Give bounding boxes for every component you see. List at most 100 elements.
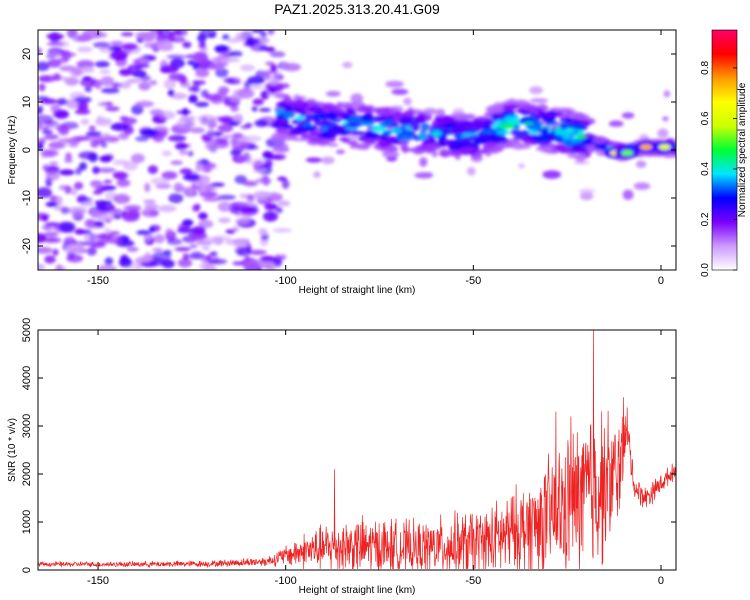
spectrogram-cell: [245, 36, 256, 47]
spectrogram-cell: [116, 179, 131, 187]
spectrogram-cell: [74, 181, 84, 190]
spectrogram-cell: [74, 96, 92, 104]
spectrogram-cell: [47, 50, 63, 57]
spectrogram-cell: [187, 187, 194, 195]
spectrogram-cell: [120, 32, 134, 37]
spectrogram-cell: [382, 151, 400, 158]
spectrogram-cell: [100, 87, 120, 94]
spectrogram-cell: [189, 231, 208, 241]
spectrogram-cell: [201, 162, 217, 169]
spectrogram-cell: [118, 81, 132, 89]
spectrogram-cell: [434, 116, 452, 123]
spectrogram-cell: [92, 190, 103, 195]
spectrogram-cell: [358, 105, 373, 112]
spectrogram-cell: [143, 42, 158, 48]
spectrogram-cell: [198, 212, 208, 220]
snr-y-tick-label: 5000: [21, 318, 33, 342]
spectrogram-cell: [143, 199, 157, 204]
spectrogram-cell: [73, 136, 90, 141]
colorbar-label: Normalized spectral amplitude: [737, 82, 748, 217]
spectrogram-cell: [138, 81, 151, 91]
spectrogram-cell: [307, 101, 326, 107]
spectrogram-cell: [391, 127, 403, 134]
spectrogram-cell: [104, 257, 114, 266]
spectrogram-cell: [448, 144, 462, 151]
spectrogram-cell: [240, 64, 255, 72]
spectrogram-cell: [232, 132, 244, 139]
spectrogram-cell: [105, 106, 120, 112]
spectrogram-cell: [169, 36, 186, 43]
spectrogram-cell: [201, 245, 211, 251]
spectrogram-cell: [40, 149, 59, 158]
spectrogram-cell: [296, 106, 305, 114]
spectrogram-cell: [209, 62, 225, 70]
spectrogram-cell: [267, 30, 275, 36]
spectrogram-cell: [126, 246, 139, 252]
spectrogram-cell: [251, 30, 264, 34]
spectrogram-cell: [481, 130, 496, 134]
spectrogram-cell: [234, 218, 250, 224]
spectrogram-cell: [253, 191, 271, 199]
spectrogram-cell: [258, 107, 272, 112]
spectrogram-cell: [77, 46, 93, 53]
spectrogram-cell: [423, 108, 438, 115]
spectrogram-cell: [262, 211, 279, 222]
spectrogram-cell: [92, 41, 111, 49]
spectrogram-cell: [214, 45, 230, 53]
spectrogram-cell: [243, 261, 259, 270]
colorbar-tick-label: 0.8: [700, 61, 711, 75]
spectrogram-cell: [44, 222, 60, 227]
colorbar-tick-label: 0.2: [700, 212, 711, 226]
spectrogram-cell: [166, 238, 183, 245]
spectrogram-cell: [523, 121, 534, 126]
spectrogram-cell: [188, 85, 198, 92]
spectrogram-cell: [538, 128, 549, 134]
spectrogram-y-tick-label: 20: [21, 48, 33, 60]
spectrogram-cell: [657, 128, 669, 139]
spectrogram-cell: [195, 68, 210, 78]
spectrogram-cell: [56, 195, 63, 206]
spectrogram-cell: [203, 264, 217, 270]
spectrogram-cell: [254, 119, 269, 128]
spectrogram-cell: [522, 103, 538, 112]
spectrogram-cell: [518, 163, 525, 169]
spectrogram-cell: [152, 247, 163, 252]
snr-y-tick-label: 2000: [21, 462, 33, 486]
spectrogram-cell: [135, 63, 151, 68]
spectrogram-cell: [94, 200, 112, 206]
spectrogram-cell: [305, 157, 322, 163]
spectrogram-cell: [419, 157, 428, 167]
spectrogram-cell: [289, 127, 304, 134]
snr-y-tick-label: 0: [21, 567, 33, 573]
spectrogram-cell: [167, 135, 187, 142]
spectrogram-cell: [283, 112, 296, 119]
spectrogram-cell: [88, 125, 96, 132]
spectrogram-cell: [530, 122, 542, 131]
spectrogram-cell: [202, 197, 222, 202]
spectrogram-cell: [199, 41, 206, 49]
spectrogram-cell: [86, 247, 97, 256]
spectrogram-cell: [202, 168, 212, 173]
spectrogram-cell: [84, 219, 95, 229]
spectrogram-x-tick-label: -50: [465, 275, 481, 287]
spectrogram-cell: [198, 219, 214, 229]
spectrogram-cell: [168, 193, 184, 204]
spectrogram-cell: [53, 109, 69, 119]
spectrogram-cell: [153, 47, 160, 53]
spectrogram-cell: [608, 120, 624, 127]
spectrogram-cell: [159, 65, 179, 74]
spectrogram-cell: [75, 167, 82, 175]
spectrogram-cell: [70, 187, 78, 196]
spectrogram-cell: [72, 67, 83, 76]
spectrogram-cell: [99, 69, 111, 75]
spectrogram-cell: [315, 119, 333, 127]
spectrogram-cell: [332, 123, 339, 131]
spectrogram-cell: [460, 136, 473, 141]
spectrogram-cell: [161, 150, 172, 157]
spectrogram-cell: [161, 171, 178, 180]
spectrogram-cell: [383, 107, 392, 116]
spectrogram-cell: [281, 179, 290, 190]
spectrogram-cell: [163, 78, 176, 90]
spectrogram-cell: [209, 251, 218, 256]
